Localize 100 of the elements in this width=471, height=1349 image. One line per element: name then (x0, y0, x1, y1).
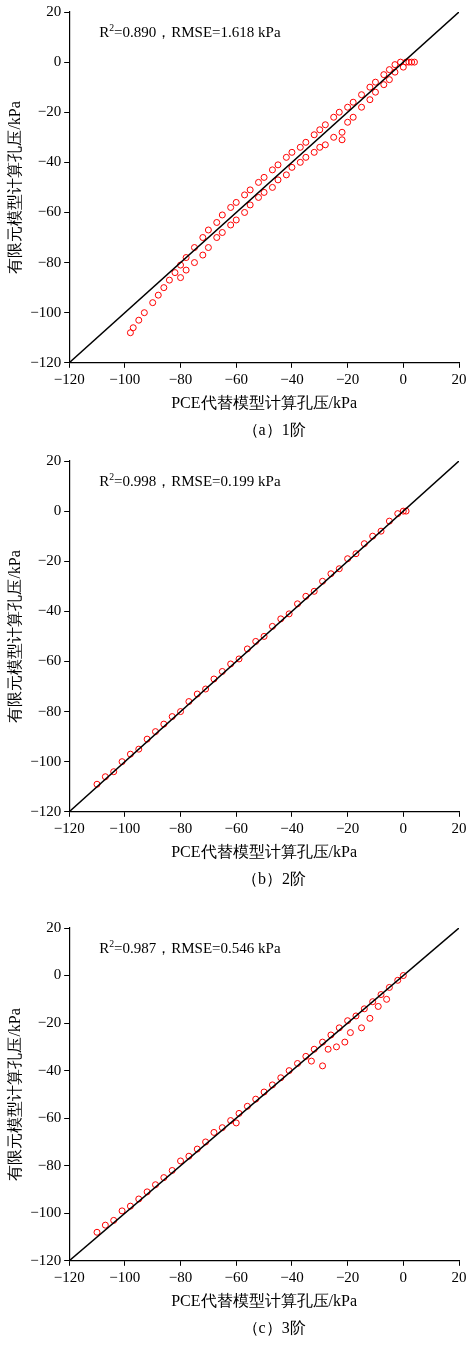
point (101, 773, 109, 781)
point (268, 1081, 276, 1089)
y-axis-title: 有限元模型计算孔压/kPa (5, 101, 23, 274)
x-tick-label: 0 (399, 370, 408, 387)
x-tick-label: 0 (399, 819, 408, 836)
point (168, 713, 176, 721)
point (327, 570, 335, 578)
text: （c）3阶 (242, 1319, 306, 1336)
point (202, 685, 210, 693)
y-tick-label: −80 (37, 1156, 62, 1173)
point (227, 660, 235, 668)
point (118, 758, 126, 766)
x-tick-label: −80 (168, 1268, 193, 1285)
point (352, 550, 360, 558)
x-tick-label: −100 (109, 1268, 141, 1285)
point (135, 1195, 143, 1203)
point (302, 1052, 310, 1060)
x-tick-label: −60 (224, 819, 248, 836)
y-tick-label: −60 (37, 652, 62, 669)
y-tick-label: 0 (53, 966, 62, 983)
point (126, 1202, 134, 1210)
point (135, 745, 143, 753)
point (294, 1060, 301, 1067)
point (260, 632, 268, 640)
point (177, 708, 185, 716)
point (319, 1038, 327, 1046)
point (394, 510, 402, 518)
x-tick-label: −80 (168, 370, 193, 387)
point (193, 1145, 201, 1153)
point (168, 1166, 176, 1174)
point (335, 565, 343, 573)
point (360, 540, 368, 548)
point (193, 690, 201, 698)
point (268, 622, 276, 630)
point (399, 507, 407, 515)
x-tick-label: 0 (399, 1268, 408, 1285)
point (185, 698, 193, 706)
point (394, 976, 402, 984)
y-tick-label: −20 (37, 103, 62, 120)
point (335, 1024, 343, 1032)
y-tick-label: 20 (46, 918, 62, 935)
point (143, 1188, 151, 1196)
point (385, 517, 393, 525)
point (143, 735, 151, 743)
point (160, 720, 168, 728)
text: （a）1阶 (242, 421, 306, 438)
y-tick-label: −20 (37, 552, 62, 569)
x-tick-label: −40 (280, 370, 304, 387)
y-tick-label: −80 (37, 253, 62, 270)
point (210, 1128, 218, 1136)
point (210, 675, 218, 683)
point (151, 1181, 159, 1189)
point (218, 667, 226, 675)
y-tick-label: 20 (46, 2, 62, 19)
point (110, 768, 118, 776)
point (252, 637, 260, 645)
point (177, 1157, 185, 1165)
point (369, 998, 377, 1006)
text: （b）2阶 (242, 870, 307, 887)
point (243, 645, 251, 653)
point (118, 1207, 126, 1215)
y-axis-title: 有限元模型计算孔压/kPa (5, 550, 23, 723)
point (151, 728, 159, 736)
point (319, 577, 327, 585)
point (227, 1117, 235, 1125)
y-tick-label: −120 (30, 1251, 62, 1268)
point (346, 1029, 354, 1037)
point (332, 1043, 340, 1051)
x-axis-title: PCE代替模型计算孔压/kPa (171, 1291, 357, 1309)
point (232, 1119, 240, 1127)
point (358, 1024, 366, 1032)
point (285, 610, 293, 618)
point (294, 600, 301, 608)
x-tick-label: −100 (109, 819, 141, 836)
y-tick-label: −120 (30, 802, 62, 819)
point (243, 1102, 251, 1110)
x-tick-label: 20 (451, 370, 467, 387)
point (310, 587, 318, 595)
x-tick-label: −80 (168, 819, 193, 836)
point (218, 1124, 226, 1132)
point (327, 1031, 335, 1039)
y-tick-label: −120 (30, 353, 62, 370)
point (383, 995, 391, 1003)
y-axis-title: 有限元模型计算孔压/kPa (5, 1008, 23, 1181)
point (252, 1095, 260, 1103)
x-tick-label: 20 (451, 1268, 467, 1285)
point (377, 991, 385, 999)
y-tick-label: −40 (37, 1061, 62, 1078)
point (235, 655, 243, 663)
y-tick-label: −100 (30, 303, 62, 320)
point (319, 1062, 327, 1070)
point (310, 1045, 318, 1053)
point (110, 1216, 118, 1224)
point (93, 780, 101, 788)
point (366, 1014, 374, 1022)
point (235, 1109, 243, 1117)
point (285, 1067, 293, 1075)
point (344, 1017, 352, 1025)
x-tick-label: −60 (224, 370, 248, 387)
point (352, 1012, 360, 1020)
